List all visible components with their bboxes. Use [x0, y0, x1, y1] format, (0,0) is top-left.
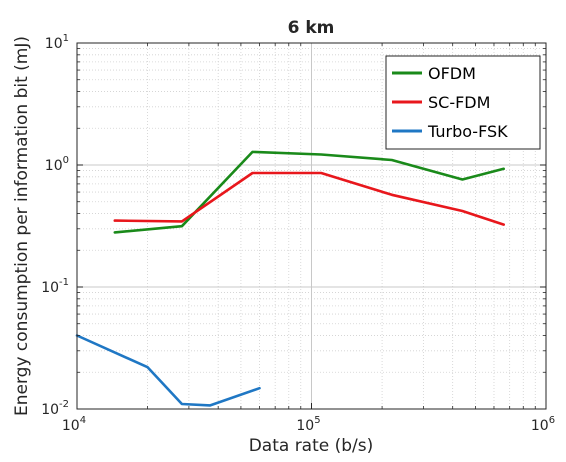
tick-marks: [76, 42, 547, 410]
tick-labels: 104 105 106 10-2 10-1 100 101: [41, 33, 555, 434]
y-tick-label: 101: [45, 33, 69, 52]
x-axis-label: Data rate (b/s): [249, 436, 374, 456]
x-tick-label: 104: [62, 415, 86, 434]
x-tick-label: 106: [531, 415, 555, 434]
series-line-turbo-fsk: [75, 334, 261, 407]
y-tick-label: 10-2: [41, 399, 69, 418]
y-tick-label: 10-1: [41, 277, 69, 296]
chart-title: 6 km: [288, 18, 335, 38]
legend-label: OFDM: [428, 64, 476, 83]
series-line-ofdm: [113, 150, 506, 234]
y-axis-label: Energy consumption per information bit (…: [12, 36, 32, 416]
series-layer: [75, 150, 506, 407]
series-line-sc-fdm: [113, 171, 506, 226]
x-tick-label: 105: [296, 415, 320, 434]
legend-label: Turbo-FSK: [427, 122, 508, 141]
y-tick-label: 100: [45, 155, 69, 174]
legend-label: SC-FDM: [428, 93, 490, 112]
legend: OFDM SC-FDM Turbo-FSK: [385, 55, 541, 150]
